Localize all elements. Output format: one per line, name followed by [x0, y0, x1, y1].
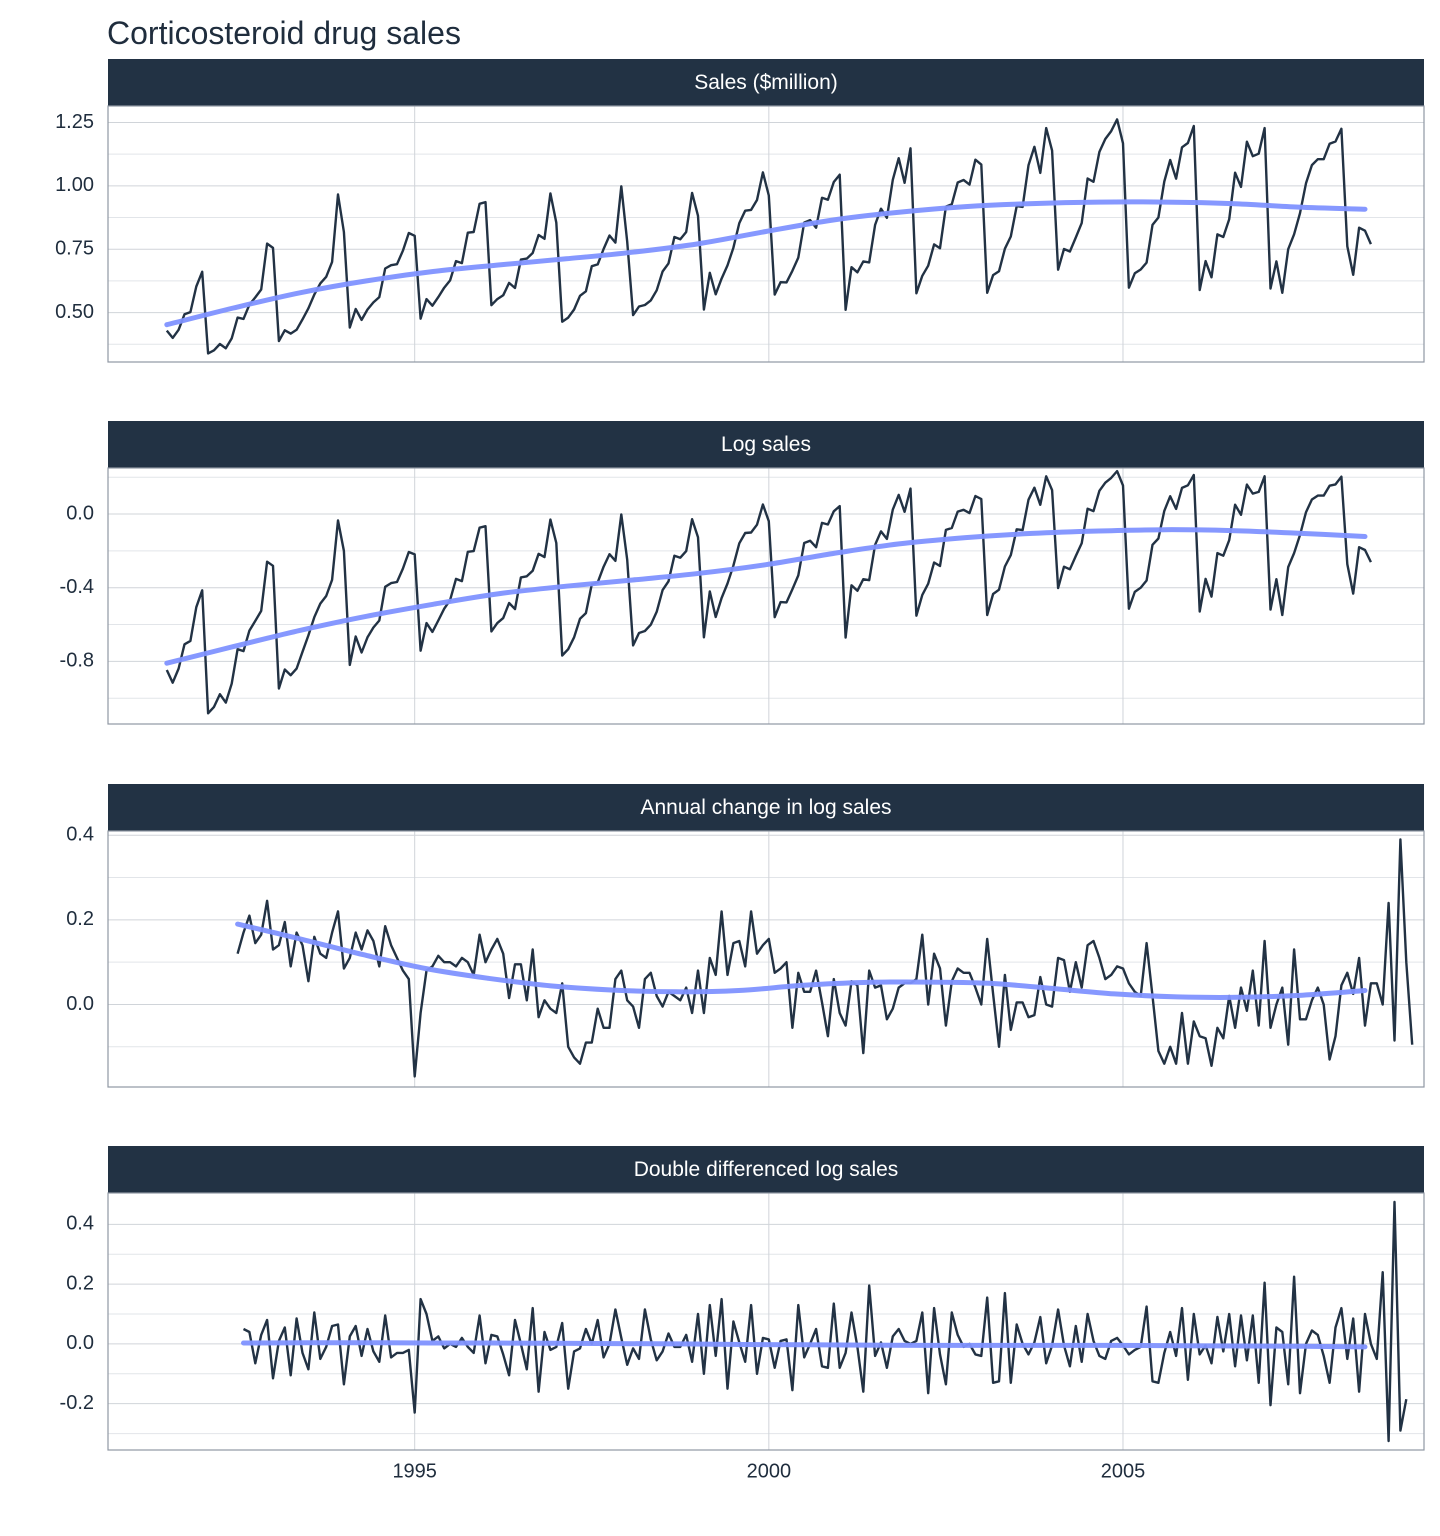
panel-border — [107, 830, 1425, 1088]
chart-title: Corticosteroid drug sales — [107, 15, 461, 51]
panel-title: Annual change in log sales — [640, 796, 891, 819]
y-tick-label: 0.50 — [55, 301, 94, 323]
panel-1: Sales ($million) 1.25 1.00 0.75 0.50 — [55, 59, 1425, 363]
y-tick-label: 0.0 — [66, 1332, 94, 1354]
panel-strip — [108, 59, 1424, 106]
panel-strip — [108, 421, 1424, 468]
y-tick-label: 0.75 — [55, 237, 94, 259]
y-tick-label: 1.25 — [55, 111, 94, 133]
panel-title: Log sales — [721, 433, 811, 456]
x-tick-label: 2005 — [1101, 1461, 1146, 1483]
y-tick-label: -0.2 — [60, 1392, 94, 1414]
panel-border — [107, 467, 1425, 725]
y-tick-label: -0.8 — [60, 650, 94, 672]
smooth-trend-line — [235, 921, 1368, 1000]
panel-strip — [108, 784, 1424, 831]
panel-strip — [108, 1146, 1424, 1193]
y-tick-label: 0.0 — [66, 993, 94, 1015]
y-tick-label: 1.00 — [55, 174, 94, 196]
smooth-trend-line — [164, 527, 1368, 666]
data-series-line — [236, 838, 1414, 1078]
panel-title: Double differenced log sales — [634, 1158, 899, 1181]
y-tick-label: 0.0 — [66, 502, 94, 524]
smooth-trend-line — [164, 199, 1368, 328]
panel-title: Sales ($million) — [694, 71, 838, 94]
panel-4: Double differenced log sales 0.4 0.2 0.0 -0.… — [60, 1146, 1425, 1483]
panel-border — [107, 105, 1425, 363]
x-tick-label: 2000 — [747, 1461, 792, 1483]
y-tick-label: 0.4 — [66, 824, 94, 846]
y-tick-label: 0.2 — [66, 908, 94, 930]
chart-panels: Sales ($million) 1.25 1.00 0.75 0.50 Log sale… — [55, 59, 1425, 1483]
y-tick-label: 0.4 — [66, 1213, 94, 1235]
panel-border — [107, 1192, 1425, 1451]
x-tick-label: 1995 — [392, 1461, 437, 1483]
data-series-line — [242, 1200, 1408, 1443]
data-series-line — [165, 469, 1372, 715]
smooth-trend-line — [241, 1340, 1368, 1350]
data-series-line — [165, 118, 1372, 355]
y-tick-label: 0.2 — [66, 1272, 94, 1294]
y-tick-label: -0.4 — [60, 576, 94, 598]
panel-2: Log sales 0.0 -0.4 -0.8 — [60, 421, 1425, 725]
panel-3: Annual change in log sales 0.4 0.2 0.0 — [66, 784, 1425, 1088]
